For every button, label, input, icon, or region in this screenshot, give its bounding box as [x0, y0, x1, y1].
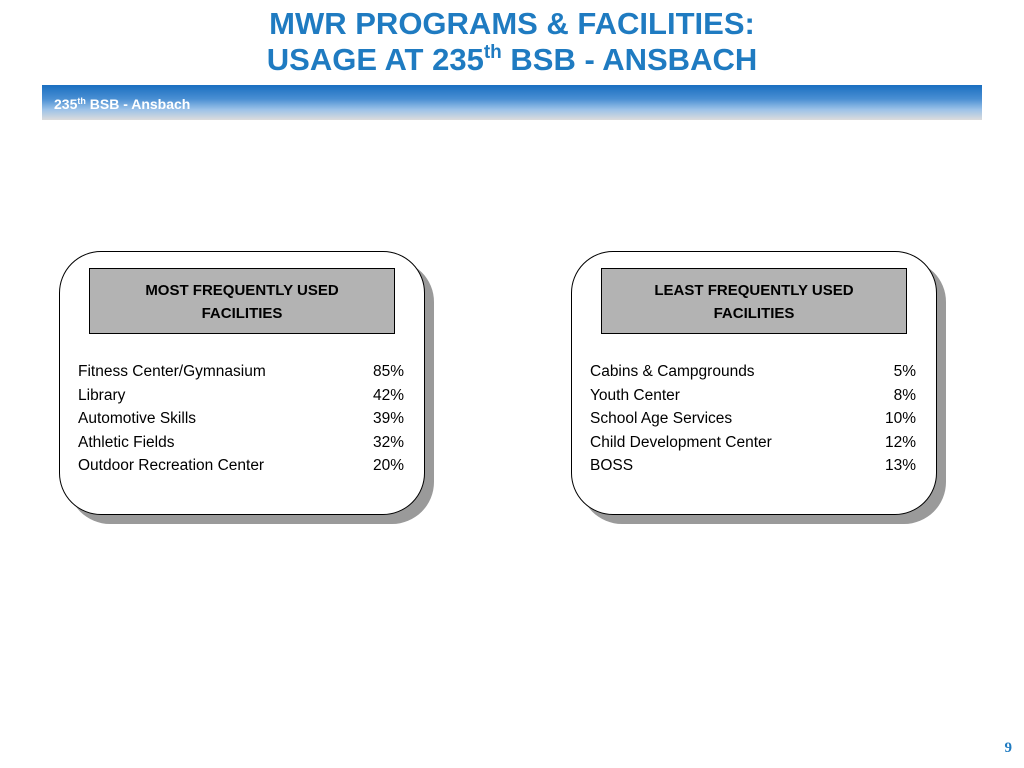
list-item: BOSS 13% — [590, 454, 916, 478]
header-line-2: FACILITIES — [713, 305, 795, 322]
title-superscript: th — [483, 42, 502, 63]
list-item: Library 42% — [78, 384, 404, 408]
usage-percent: 10% — [884, 410, 916, 428]
facility-name: Athletic Fields — [78, 433, 175, 451]
list-item: Child Development Center 12% — [590, 431, 916, 455]
list-item: Athletic Fields 32% — [78, 431, 404, 455]
header-line-1: LEAST FREQUENTLY USED — [654, 282, 854, 299]
facility-name: Cabins & Campgrounds — [590, 363, 755, 380]
usage-percent: 8% — [893, 386, 916, 404]
list-item: Cabins & Campgrounds 5% — [590, 360, 916, 384]
facility-name: BOSS — [590, 457, 634, 475]
list-item: Automotive Skills 39% — [78, 407, 404, 431]
usage-percent: 20% — [372, 457, 404, 475]
list-item: School Age Services 10% — [590, 407, 916, 431]
facility-name: Library — [78, 386, 126, 404]
least-used-panel: LEAST FREQUENTLY USED FACILITIES Cabins … — [571, 251, 946, 524]
facility-name: Outdoor Recreation Center — [78, 457, 265, 475]
usage-percent: 13% — [884, 457, 916, 475]
title-line-1: MWR PROGRAMS & FACILITIES: — [269, 6, 755, 41]
title-line-2-prefix: USAGE AT 235 — [266, 42, 484, 77]
most-used-list: Fitness Center/Gymnasium 85% Library 42%… — [78, 360, 404, 478]
least-used-header: LEAST FREQUENTLY USED FACILITIES — [601, 268, 907, 334]
usage-percent: 32% — [372, 433, 404, 451]
page-number: 9 — [1004, 740, 1013, 756]
facility-name: Youth Center — [590, 386, 680, 404]
usage-percent: 39% — [372, 410, 404, 428]
panel-box: MOST FREQUENTLY USED FACILITIES Fitness … — [59, 251, 425, 515]
panel-box: LEAST FREQUENTLY USED FACILITIES Cabins … — [571, 251, 937, 515]
header-line-1: MOST FREQUENTLY USED — [145, 282, 339, 299]
facility-name: Fitness Center/Gymnasium — [78, 363, 266, 380]
title-line-2-suffix: BSB - ANSBACH — [501, 42, 758, 77]
least-used-list: Cabins & Campgrounds 5% Youth Center 8% … — [590, 360, 916, 478]
list-item: Fitness Center/Gymnasium 85% — [78, 360, 404, 384]
facility-name: Automotive Skills — [78, 410, 197, 428]
usage-percent: 5% — [893, 363, 916, 380]
usage-percent: 85% — [372, 363, 404, 380]
banner-text: 235th BSB - Ansbach — [54, 96, 190, 112]
facility-name: Child Development Center — [590, 433, 772, 451]
banner-superscript: th — [77, 96, 86, 106]
slide-title: MWR PROGRAMS & FACILITIES: USAGE AT 235t… — [0, 6, 1024, 78]
usage-percent: 42% — [372, 386, 404, 404]
usage-percent: 12% — [884, 433, 916, 451]
list-item: Outdoor Recreation Center 20% — [78, 454, 404, 478]
banner-prefix: 235 — [54, 96, 78, 112]
banner-suffix: BSB - Ansbach — [85, 96, 191, 112]
facility-name: School Age Services — [590, 410, 733, 428]
title-line-2: USAGE AT 235th BSB - ANSBACH — [0, 42, 1024, 78]
header-line-2: FACILITIES — [201, 305, 283, 322]
list-item: Youth Center 8% — [590, 384, 916, 408]
header-banner: 235th BSB - Ansbach — [42, 85, 982, 120]
most-used-panel: MOST FREQUENTLY USED FACILITIES Fitness … — [59, 251, 434, 524]
most-used-header: MOST FREQUENTLY USED FACILITIES — [89, 268, 395, 334]
